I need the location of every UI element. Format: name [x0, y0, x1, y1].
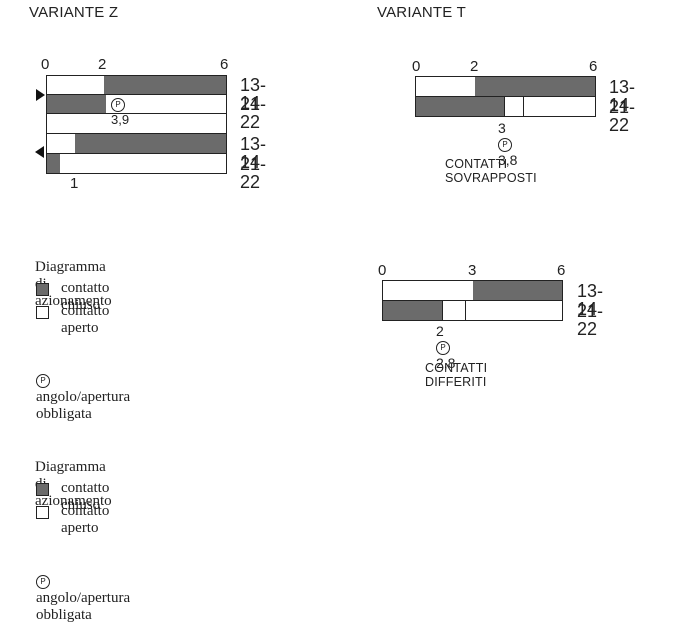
transition-gap [504, 97, 524, 116]
p-value: 3,8 [498, 152, 518, 169]
legend-p-note: P angolo/apertura obbligata [36, 372, 130, 423]
tick-label: 3 [468, 262, 477, 279]
closed-segment [383, 301, 443, 320]
closed-segment [475, 77, 595, 96]
legend-heading: Diagramma di azionamento [35, 259, 112, 309]
contact-bar-13-14-return [46, 133, 227, 154]
legend-open-label: contatto aperto [61, 303, 110, 336]
closed-contact-swatch [36, 283, 49, 296]
open-contact-swatch [36, 306, 49, 319]
p-circle-icon: P [111, 97, 125, 112]
open-contact-swatch [36, 506, 49, 519]
contact-code: 13-14 [240, 75, 267, 113]
tick-label: 6 [557, 262, 566, 279]
tick-label: 0 [378, 262, 387, 279]
variant-t-title: VARIANTE T [377, 4, 466, 21]
p-note-text: angolo/apertura obbligata [36, 389, 131, 422]
contact-code: 13-14 [609, 77, 636, 115]
p-note-text: angolo/apertura obbligata [36, 590, 131, 623]
contact-bar-13-14 [46, 75, 227, 95]
legend-closed-label: contatto chiuso [61, 280, 110, 313]
closed-segment [104, 76, 226, 94]
closed-segment [47, 95, 106, 113]
closed-segment [47, 154, 60, 173]
arrow-right-icon [36, 89, 45, 101]
p-circle-icon: P [36, 574, 50, 589]
closed-segment [416, 97, 504, 116]
contact-bar-21-22 [415, 96, 596, 117]
p-value: 2,8 [436, 355, 456, 372]
contact-code: 13-14 [577, 281, 604, 319]
positive-opening-marker: P3,9 [111, 96, 129, 127]
contact-bar-21-22 [46, 94, 227, 114]
contact-bar-21-22 [382, 300, 563, 321]
left-value: 2 [436, 323, 444, 339]
tick-label: 2 [470, 58, 479, 75]
contact-code: 21-22 [577, 301, 604, 339]
contact-bar-21-22-return [46, 153, 227, 174]
tick-label: 1 [70, 175, 79, 192]
tick-label: 0 [41, 56, 50, 73]
positive-opening-marker: 3 P3,8 [498, 120, 517, 168]
tick-label: 6 [220, 56, 229, 73]
contact-code: 13-14 [240, 134, 267, 172]
contact-bar-13-14 [415, 76, 596, 97]
closed-contact-swatch [36, 483, 49, 496]
positive-opening-marker: 2 P2,8 [436, 323, 455, 371]
contact-code: 21-22 [609, 97, 636, 135]
contact-code: 21-22 [240, 154, 267, 192]
tick-label: 2 [98, 56, 107, 73]
diagram-caption: CONTATTI SOVRAPPOSTI [445, 157, 537, 185]
transition-gap [442, 301, 466, 320]
arrow-left-icon [35, 146, 44, 158]
separator-row [46, 113, 227, 134]
closed-segment [75, 134, 226, 153]
p-value: 3,9 [111, 111, 130, 127]
p-circle-icon: P [498, 138, 512, 153]
tick-label: 0 [412, 58, 421, 75]
diagram-caption: CONTATTI DIFFERITI [425, 361, 488, 389]
variant-z-title: VARIANTE Z [29, 4, 119, 21]
contact-code: 21-22 [240, 94, 267, 132]
legend-p-note: P angolo/apertura obbligata [36, 573, 130, 624]
contact-bar-13-14 [382, 280, 563, 301]
legend-open-label: contatto aperto [61, 503, 110, 536]
left-value: 3 [498, 120, 506, 136]
p-circle-icon: P [36, 373, 50, 388]
tick-label: 6 [589, 58, 598, 75]
legend-closed-label: contatto chiuso [61, 480, 110, 513]
p-circle-icon: P [436, 341, 450, 356]
closed-segment [473, 281, 562, 300]
